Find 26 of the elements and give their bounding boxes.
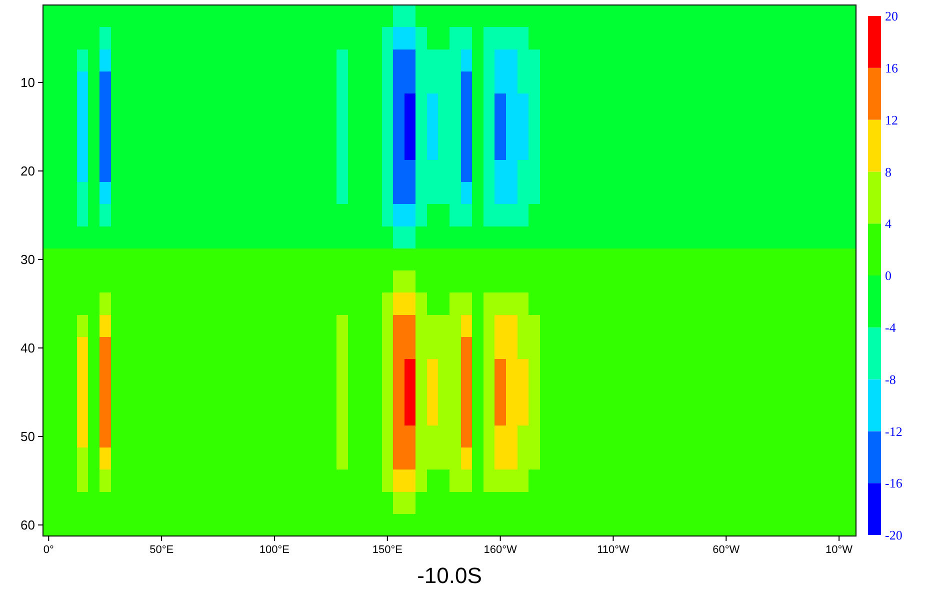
y-tick-label: 60	[20, 517, 35, 532]
x-tick-label: 150°E	[372, 544, 402, 556]
x-tick-label: 10°W	[826, 544, 854, 556]
color-bar-label: 4	[885, 216, 892, 232]
color-bar-label: 0	[885, 268, 892, 284]
color-bar-label: -4	[885, 320, 896, 335]
x-tick-label: 50°E	[150, 544, 174, 556]
y-tick-label: 40	[20, 340, 35, 356]
color-bar-label: 16	[885, 60, 898, 76]
y-tick-label: 10	[20, 74, 35, 90]
color-bar-label: 8	[885, 164, 892, 180]
color-bar-label: -8	[885, 372, 896, 387]
y-tick-label: 30	[20, 252, 35, 267]
x-tick-label: 60°W	[712, 544, 740, 556]
color-bar-label: -12	[885, 424, 902, 439]
color-bar-label: -16	[885, 476, 903, 491]
color-bar-label: 20	[885, 8, 898, 24]
x-tick-label: 110°W	[597, 544, 630, 556]
y-tick-label: 20	[20, 163, 35, 178]
x-tick-label: 100°E	[259, 544, 290, 556]
x-tick-label: 160°W	[484, 544, 518, 556]
color-bar-label: -20	[885, 528, 902, 543]
y-tick-label: 50	[20, 428, 35, 444]
color-bar-label: 12	[885, 112, 898, 128]
x-tick-label: 0°	[43, 544, 54, 556]
x-axis-title: -10.0S	[417, 563, 482, 588]
